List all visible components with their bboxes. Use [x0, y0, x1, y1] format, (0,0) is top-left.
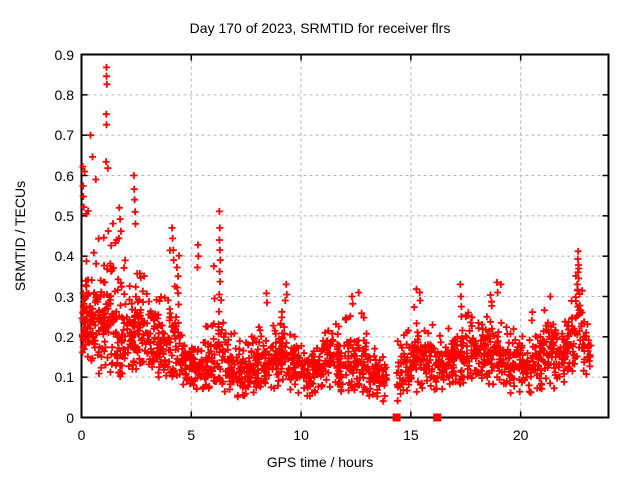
y-tick-label: 0	[66, 409, 74, 426]
x-tick-label: 10	[293, 427, 309, 443]
chart-title: Day 170 of 2023, SRMTID for receiver flr…	[189, 20, 451, 36]
y-tick-label: 0.7	[54, 127, 74, 144]
scatter-points	[78, 63, 595, 405]
y-tick-label: 0.5	[54, 207, 74, 224]
x-tick-label: 0	[77, 427, 86, 443]
y-tick-label: 0.8	[54, 86, 74, 103]
y-tick-label: 0.3	[54, 288, 74, 305]
axis-flag-marker	[433, 413, 442, 422]
y-tick-label: 0.9	[54, 46, 74, 63]
y-tick-label: 0.6	[54, 167, 74, 184]
x-tick-label: 20	[512, 427, 529, 443]
x-axis-label: GPS time / hours	[266, 454, 374, 470]
y-tick-label: 0.1	[54, 369, 74, 386]
x-tick-label: 5	[187, 427, 196, 443]
y-tick-label: 0.2	[54, 328, 74, 345]
axis-flag-marker	[392, 413, 401, 422]
x-tick-label: 15	[403, 427, 419, 443]
y-tick-label: 0.4	[54, 248, 74, 265]
